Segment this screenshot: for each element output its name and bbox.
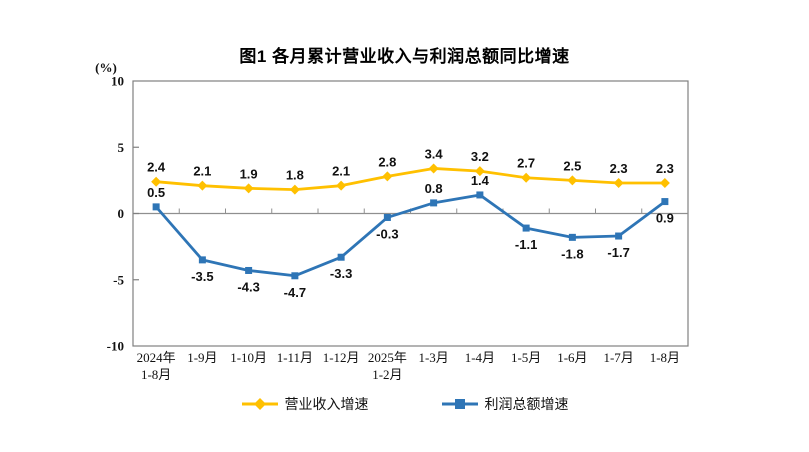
series-0: 2.4 2.1 1.9 1.8 2.1 2.8 3.4 3.2 2.7 2.5 2.3 2.3 xyxy=(147,146,674,195)
data-point-label: -0.3 xyxy=(376,226,398,241)
data-point-marker xyxy=(521,172,532,183)
data-point-label: 3.2 xyxy=(471,149,489,164)
data-point-label: -3.5 xyxy=(191,269,213,284)
x-category-label: 1-12月 xyxy=(323,350,360,365)
data-point-marker xyxy=(243,183,254,194)
data-point-marker xyxy=(615,232,623,240)
series-1: 0.5 -3.5 -4.3 -4.7 -3.3 -0.3 0.8 1.4 -1.1 -1.8 -1.… xyxy=(147,173,674,300)
legend-label-profit: 利润总额增速 xyxy=(484,398,569,413)
data-point-label: 1.9 xyxy=(240,166,258,181)
data-point-marker xyxy=(382,171,393,182)
data-point-label: -1.1 xyxy=(515,237,537,252)
y-axis-unit-label: (%) xyxy=(95,60,117,75)
x-category-label: 1-11月 xyxy=(277,350,313,365)
data-point-label: 2.3 xyxy=(610,161,628,176)
data-point-marker xyxy=(522,224,530,232)
data-point-marker xyxy=(661,198,669,206)
y-tick-label: 0 xyxy=(118,206,125,221)
data-point-marker xyxy=(476,191,484,199)
x-category-label: 1-5月 xyxy=(511,350,541,365)
legend-item-revenue: 营业收入增速 xyxy=(241,394,369,414)
data-point-marker xyxy=(430,199,438,207)
data-point-label: 2.1 xyxy=(193,164,211,179)
data-point-label: 3.4 xyxy=(425,146,444,161)
data-point-label: 2.4 xyxy=(147,160,166,175)
legend-label-revenue: 营业收入增速 xyxy=(284,398,369,413)
x-axis-labels: 2024年 1-8月 1-9月 1-10月 1-11月 1-12月 2025年 1-2月 1-3… xyxy=(137,350,680,382)
series-line xyxy=(154,193,667,278)
data-point-label: -1.7 xyxy=(607,245,629,260)
data-point-marker xyxy=(198,256,206,264)
x-category-label: 1-6月 xyxy=(557,350,587,365)
data-point-label: 1.4 xyxy=(471,173,490,188)
data-point-label: 2.7 xyxy=(517,156,535,171)
data-point-marker xyxy=(383,213,391,221)
data-point-label: -1.8 xyxy=(561,246,583,261)
series-line xyxy=(154,167,667,192)
data-point-marker xyxy=(336,180,347,191)
data-point-marker xyxy=(474,166,485,177)
data-point-label: 1.8 xyxy=(286,168,304,183)
x-category-label: 1-7月 xyxy=(603,350,633,365)
data-point-label: 0.5 xyxy=(147,185,165,200)
x-category-label: 1-4月 xyxy=(465,350,495,365)
data-point-label: -3.3 xyxy=(330,266,352,281)
data-point-marker xyxy=(337,253,345,261)
data-point-label: 0.9 xyxy=(656,211,674,226)
x-category-label: 1-8月 xyxy=(650,350,680,365)
data-point-marker xyxy=(245,266,253,274)
data-point-label: 2.8 xyxy=(378,154,396,169)
axes: 10 5 0 -5 -10 xyxy=(107,74,689,354)
data-point-marker xyxy=(291,272,299,280)
data-point-label: -4.3 xyxy=(237,279,259,294)
revenue-line-swatch xyxy=(241,398,278,410)
data-point-label: -4.7 xyxy=(284,285,306,300)
chart-title: 图1 各月累计营业收入与利润总额同比增速 xyxy=(239,47,570,66)
x-category-label: 1-3月 xyxy=(418,350,448,365)
data-point-label: 2.3 xyxy=(656,161,674,176)
data-point-marker xyxy=(613,178,624,189)
x-category-label: 2024年 1-8月 xyxy=(137,350,176,382)
data-point-marker xyxy=(659,178,670,189)
data-point-marker xyxy=(568,233,576,241)
x-category-label: 2025年 1-2月 xyxy=(368,350,407,382)
data-point-marker xyxy=(152,203,160,211)
data-point-marker xyxy=(289,184,300,195)
y-tick-label: -5 xyxy=(113,272,124,287)
data-point-marker xyxy=(197,180,208,191)
y-tick-label: 10 xyxy=(111,74,124,89)
chart-legend: 营业收入增速 利润总额增速 xyxy=(0,394,809,414)
x-category-label: 1-9月 xyxy=(187,350,217,365)
y-tick-label: 5 xyxy=(118,140,125,155)
profit-line-swatch xyxy=(441,399,478,409)
data-point-marker xyxy=(428,163,439,174)
legend-item-profit: 利润总额增速 xyxy=(441,394,569,414)
data-point-label: 2.1 xyxy=(332,164,350,179)
x-category-label: 1-10月 xyxy=(230,350,267,365)
data-point-label: 2.5 xyxy=(563,158,581,173)
data-point-label: 0.8 xyxy=(425,181,443,196)
data-point-marker xyxy=(567,175,578,186)
y-tick-label: -10 xyxy=(107,339,124,354)
data-point-marker xyxy=(151,176,162,187)
